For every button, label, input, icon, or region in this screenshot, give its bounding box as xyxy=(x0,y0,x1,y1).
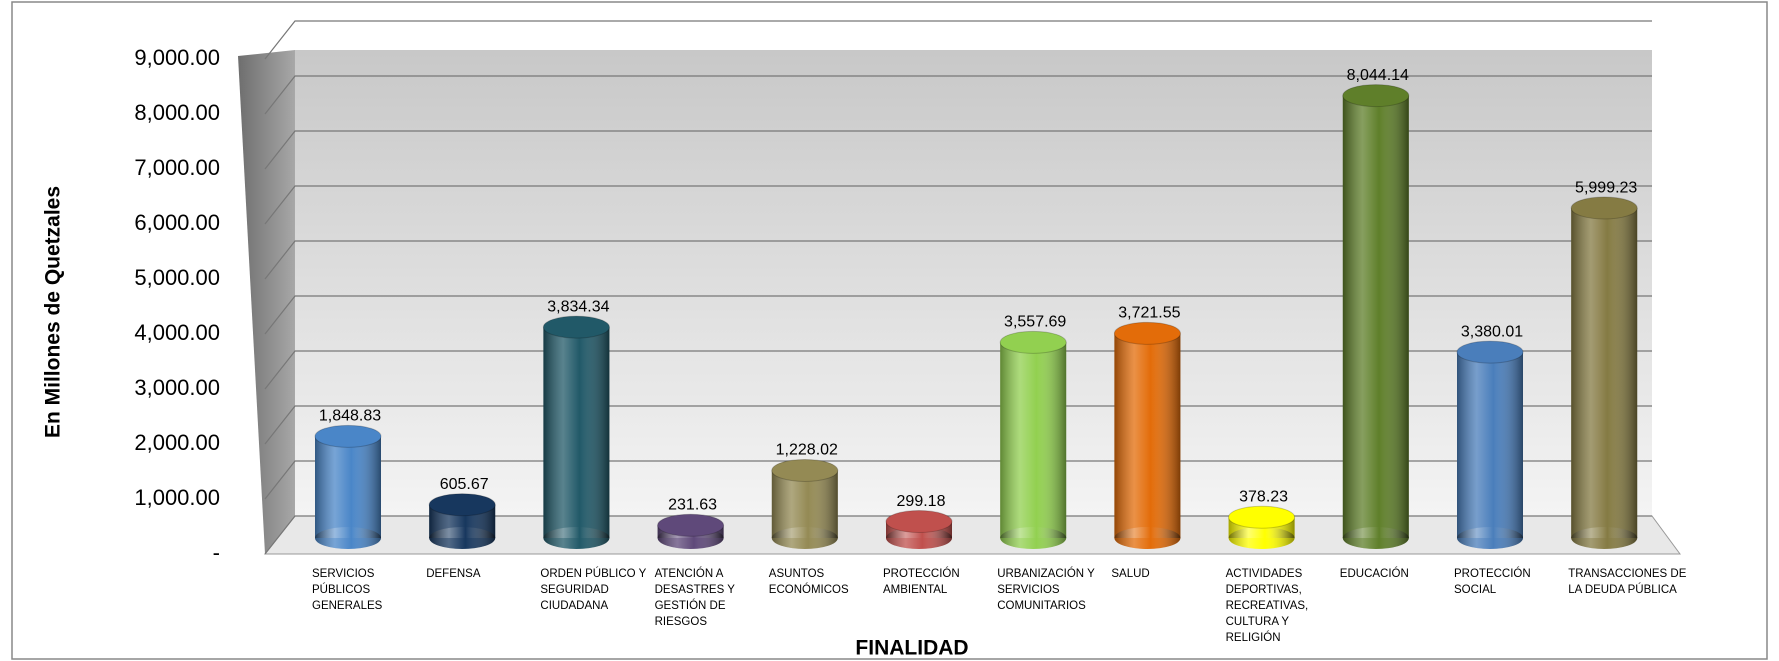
x-tick-label: ORDEN PÚBLICO Y SEGURIDAD CIUDADANA xyxy=(540,567,646,612)
bar-shade xyxy=(1457,352,1523,538)
grid-line xyxy=(264,350,1652,390)
bar-base-shade xyxy=(1457,527,1523,549)
grid-line xyxy=(264,295,1652,335)
bar-top xyxy=(1113,321,1181,345)
x-tick-label: EDUCACIÓN xyxy=(1340,567,1409,580)
back-wall xyxy=(295,50,1652,516)
x-axis-label: FINALIDAD xyxy=(855,637,968,660)
bar-top xyxy=(657,513,725,537)
y-tick-label: 6,000.00 xyxy=(134,210,220,235)
x-tick-label: SERVICIOS PÚBLICOS GENERALES xyxy=(312,568,383,612)
grid-line xyxy=(264,240,1652,280)
x-tick-label: SALUD xyxy=(1111,568,1149,580)
y-tick-label: - xyxy=(213,540,220,565)
bar-shade xyxy=(1000,342,1067,538)
grid-line xyxy=(264,75,1652,115)
y-tick-label: 4,000.00 xyxy=(134,320,220,345)
value-label: 605.67 xyxy=(440,476,489,493)
bar-base-shade xyxy=(1114,527,1181,549)
value-label: 3,557.69 xyxy=(1004,314,1066,331)
value-label: 3,380.01 xyxy=(1461,323,1523,340)
y-axis-label: En Millones de Quetzales xyxy=(42,186,65,438)
bar-base-shade xyxy=(1571,527,1638,549)
bar-shade xyxy=(315,436,381,538)
grid-line xyxy=(264,185,1652,225)
x-tick-label: ASUNTOS ECONÓMICOS xyxy=(769,568,849,596)
bar-top xyxy=(1342,84,1410,108)
value-label: 299.18 xyxy=(897,493,946,510)
grid-line xyxy=(264,405,1652,445)
y-tick-label: 1,000.00 xyxy=(134,485,220,510)
x-tick-label: PROTECCIÓN AMBIENTAL xyxy=(883,567,960,596)
bar-base-shade xyxy=(315,527,381,549)
bar-top xyxy=(885,510,953,534)
bar-base-shade xyxy=(543,527,610,549)
bar-top xyxy=(1228,505,1296,529)
x-tick-label: ACTIVIDADES DEPORTIVAS, RECREATIVAS, CULTUR… xyxy=(1226,568,1309,644)
x-tick-label: URBANIZACIÓN Y SERVICIOS COMUNITARIOS xyxy=(997,567,1095,612)
bar-shade xyxy=(543,327,610,538)
y-tick-label: 3,000.00 xyxy=(134,375,220,400)
side-wall xyxy=(238,50,295,554)
value-label: 378.23 xyxy=(1239,488,1288,505)
value-label: 3,721.55 xyxy=(1118,305,1180,322)
y-tick-label: 9,000.00 xyxy=(134,45,220,70)
x-tick-label: DEFENSA xyxy=(426,568,481,580)
bar-base-shade xyxy=(771,527,838,549)
value-label: 5,999.23 xyxy=(1575,179,1637,196)
bar-shade xyxy=(1571,208,1638,538)
value-label: 1,228.02 xyxy=(776,442,838,459)
bar-base-shade xyxy=(429,527,496,549)
bar-top xyxy=(428,493,496,517)
grid-line xyxy=(264,460,1652,500)
bar-top xyxy=(999,330,1067,354)
bar-top xyxy=(771,458,839,482)
bar-base-shade xyxy=(1000,527,1067,549)
bar-base-shade xyxy=(1228,527,1295,549)
grid-line xyxy=(264,130,1652,170)
value-label: 3,834.34 xyxy=(547,298,609,315)
value-label: 1,848.83 xyxy=(319,408,381,425)
bar-top xyxy=(1570,196,1638,220)
y-tick-label: 7,000.00 xyxy=(134,155,220,180)
x-tick-label: ATENCIÓN A DESASTRES Y GESTIÓN DE RIESGOS xyxy=(655,567,736,628)
x-tick-label: PROTECCIÓN SOCIAL xyxy=(1454,567,1531,596)
y-tick-label: 5,000.00 xyxy=(134,265,220,290)
bar-top xyxy=(1456,340,1524,364)
y-tick-label: 8,000.00 xyxy=(134,100,220,125)
y-tick-label: 2,000.00 xyxy=(134,430,220,455)
x-tick-label: TRANSACCIONES DE LA DEUDA PÚBLICA xyxy=(1568,568,1687,596)
bar-shade xyxy=(771,470,838,538)
grid-line xyxy=(264,515,1652,555)
bar-base-shade xyxy=(1342,527,1409,549)
value-label: 8,044.14 xyxy=(1347,67,1409,84)
bar-shade xyxy=(1114,333,1181,538)
bar-top xyxy=(314,424,382,448)
frame xyxy=(11,1,1768,660)
value-label: 231.63 xyxy=(668,496,717,513)
bar-shade xyxy=(1342,95,1409,538)
bar-top xyxy=(542,315,610,339)
grid-line xyxy=(264,20,1652,60)
bar-base-shade xyxy=(886,527,952,549)
